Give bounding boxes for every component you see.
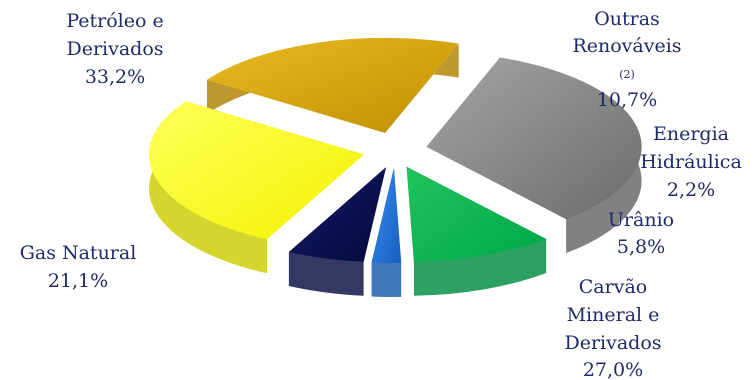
slice-petroleo-derivados (426, 57, 642, 254)
label-petroleo-value: 33,2% (85, 66, 145, 88)
label-uranio: Urânio 5,8% (608, 209, 674, 258)
slice-top (406, 166, 547, 262)
slice-energia-hidraulica (371, 168, 402, 297)
label-outras-line2: Renováveis (572, 35, 681, 57)
slice-outras-renovaveis (406, 166, 547, 296)
label-carvao-value: 27,0% (583, 359, 643, 380)
slice-top (148, 101, 364, 240)
label-petroleo: Petróleo e Derivados 33,2% (66, 10, 163, 88)
label-outras-value: 10,7% (597, 89, 657, 111)
label-hidraulica: Energia Hidráulica 2,2% (640, 123, 742, 201)
slice-top (288, 167, 386, 262)
label-outras-line1: Outras (594, 8, 660, 30)
label-hidraulica-line1: Energia (653, 123, 729, 145)
label-petroleo-line2: Derivados (66, 38, 163, 60)
label-gas: Gas Natural 21,1% (20, 242, 137, 292)
label-gas-value: 21,1% (48, 270, 108, 292)
label-hidraulica-value: 2,2% (667, 179, 715, 201)
label-carvao-line3: Derivados (564, 332, 661, 354)
label-carvao: Carvão Mineral e Derivados 27,0% (564, 276, 661, 380)
slice-top (426, 57, 642, 220)
label-petroleo-line1: Petróleo e (66, 10, 163, 32)
slice-top (371, 168, 402, 263)
label-hidraulica-line2: Hidráulica (640, 151, 742, 173)
label-gas-line1: Gas Natural (20, 242, 137, 264)
label-uranio-value: 5,8% (617, 236, 665, 258)
slice-uranio (288, 167, 386, 296)
label-carvao-line2: Mineral e (567, 304, 660, 326)
label-outras: Outras Renováveis (2) 10,7% (572, 8, 681, 111)
label-carvao-line1: Carvão (579, 276, 647, 298)
slice-top (207, 37, 459, 133)
label-outras-footnote: (2) (619, 68, 635, 81)
label-uranio-line1: Urânio (608, 209, 674, 231)
slice-gas-natural (207, 37, 459, 167)
slice-carvao-mineral (148, 101, 364, 274)
